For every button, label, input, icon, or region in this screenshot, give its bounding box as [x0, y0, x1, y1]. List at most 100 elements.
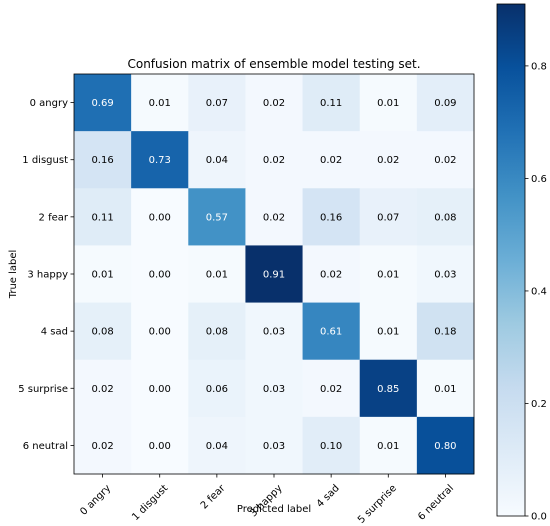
colorbar-tick-label: 0.6 [531, 174, 547, 185]
cell-value-label: 0.18 [434, 327, 456, 338]
heatmap-cell [359, 131, 418, 189]
cell-value-label: 0.61 [320, 327, 342, 338]
heatmap-cell [416, 245, 475, 303]
heatmap-cell [131, 245, 189, 303]
y-tick-label: 1 disgust [22, 155, 68, 166]
heatmap-cell [131, 302, 189, 361]
cell-value-label: 0.11 [320, 98, 342, 109]
cell-value-label: 0.00 [149, 441, 171, 452]
heatmap-cell [302, 188, 361, 246]
heatmap-cell [302, 302, 361, 361]
chart-title: Confusion matrix of ensemble model testi… [127, 57, 420, 71]
heatmap-cell [245, 245, 303, 303]
heatmap-cell [359, 416, 418, 475]
heatmap-cell [188, 74, 246, 132]
cell-value-label: 0.03 [263, 441, 285, 452]
x-axis-label: Predicted label [237, 504, 311, 515]
x-tick-label: 5 surprise [356, 483, 399, 526]
y-axis-label: True label [8, 250, 19, 300]
heatmap-cell [188, 359, 246, 418]
cell-value-label: 0.01 [377, 327, 399, 338]
y-axis-ticks: 0 angry 1 disgust 2 fear 3 happy 4 sad 5 surp… [18, 98, 74, 452]
cell-value-label: 0.08 [91, 327, 113, 338]
x-tick-label: 0 angry [78, 483, 113, 518]
heatmap-cell [416, 188, 475, 246]
cell-value-label: 0.11 [91, 212, 113, 223]
cell-value-label: 0.73 [149, 155, 171, 166]
cell-value-label: 0.02 [263, 212, 285, 223]
y-tick-label: 6 neutral [23, 441, 68, 452]
heatmap-cell [188, 416, 246, 475]
cell-value-label: 0.08 [434, 212, 456, 223]
heatmap-cell [416, 416, 475, 475]
heatmap-cell [245, 302, 303, 361]
cell-value-label: 0.00 [149, 212, 171, 223]
heatmap-cell [359, 74, 418, 132]
colorbar-ticks: 0.0 0.2 0.4 0.6 0.8 [525, 61, 547, 523]
heatmap-cell [302, 245, 361, 303]
heatmap-cell [74, 302, 132, 361]
cell-value-label: 0.16 [91, 155, 113, 166]
colorbar-gradient [497, 4, 525, 516]
y-tick-label: 3 happy [27, 270, 68, 281]
cell-value-label: 0.02 [320, 270, 342, 281]
heatmap-cell [74, 359, 132, 418]
heatmap-cell [245, 131, 303, 189]
x-tick-label: 4 sad [315, 483, 342, 510]
heatmap-cell [188, 188, 246, 246]
heatmap-cell [131, 74, 189, 132]
heatmap-cell [302, 74, 361, 132]
heatmap-cell [416, 74, 475, 132]
x-tick-label: 1 disgust [130, 483, 170, 523]
cell-value-labels: 0.69 0.01 0.07 0.02 0.11 0.01 0.09 0.16 0.73 0.04… [91, 98, 456, 452]
heatmap-cell [359, 302, 418, 361]
heatmap-cell [188, 245, 246, 303]
cell-value-label: 0.02 [91, 441, 113, 452]
heatmap-cell [188, 131, 246, 189]
cell-value-label: 0.02 [263, 98, 285, 109]
cell-value-label: 0.01 [377, 441, 399, 452]
heatmap-cell [302, 359, 361, 418]
cell-value-label: 0.16 [320, 212, 342, 223]
y-tick-label: 0 angry [30, 98, 68, 109]
heatmap-cell [131, 131, 189, 189]
heatmap-cell [188, 302, 246, 361]
cell-value-label: 0.69 [91, 98, 113, 109]
heatmap-cell [131, 416, 189, 475]
cell-value-label: 0.09 [434, 98, 456, 109]
cell-value-label: 0.02 [434, 155, 456, 166]
colorbar-tick-label: 0.4 [531, 286, 547, 297]
heatmap-cell [74, 245, 132, 303]
cell-value-label: 0.00 [149, 384, 171, 395]
heatmap-cell [416, 302, 475, 361]
cell-value-label: 0.07 [377, 212, 399, 223]
cell-value-label: 0.00 [149, 327, 171, 338]
heatmap-cell [359, 359, 418, 418]
heatmap-cell [74, 131, 132, 189]
cell-value-label: 0.06 [206, 384, 228, 395]
cell-value-label: 0.80 [434, 441, 456, 452]
cell-value-label: 0.57 [206, 212, 228, 223]
heatmap-cell [131, 188, 189, 246]
cell-value-label: 0.08 [206, 327, 228, 338]
heatmap-cell [245, 188, 303, 246]
cell-value-label: 0.85 [377, 384, 399, 395]
cell-value-label: 0.00 [149, 270, 171, 281]
cell-value-label: 0.04 [206, 155, 228, 166]
cell-value-label: 0.04 [206, 441, 228, 452]
cell-value-label: 0.02 [91, 384, 113, 395]
cell-value-label: 0.07 [206, 98, 228, 109]
cell-value-label: 0.01 [149, 98, 171, 109]
cell-value-label: 0.01 [377, 270, 399, 281]
y-tick-label: 2 fear [39, 212, 69, 223]
heatmap-cell [131, 359, 189, 418]
cell-value-label: 0.02 [263, 155, 285, 166]
y-tick-label: 5 surprise [18, 384, 68, 395]
heatmap-cell [245, 74, 303, 132]
cell-value-label: 0.01 [91, 270, 113, 281]
heatmap-cells [74, 74, 475, 475]
heatmap-cell [74, 74, 132, 132]
colorbar-tick-label: 0.0 [531, 512, 547, 523]
x-tick-label: 2 fear [199, 482, 228, 511]
